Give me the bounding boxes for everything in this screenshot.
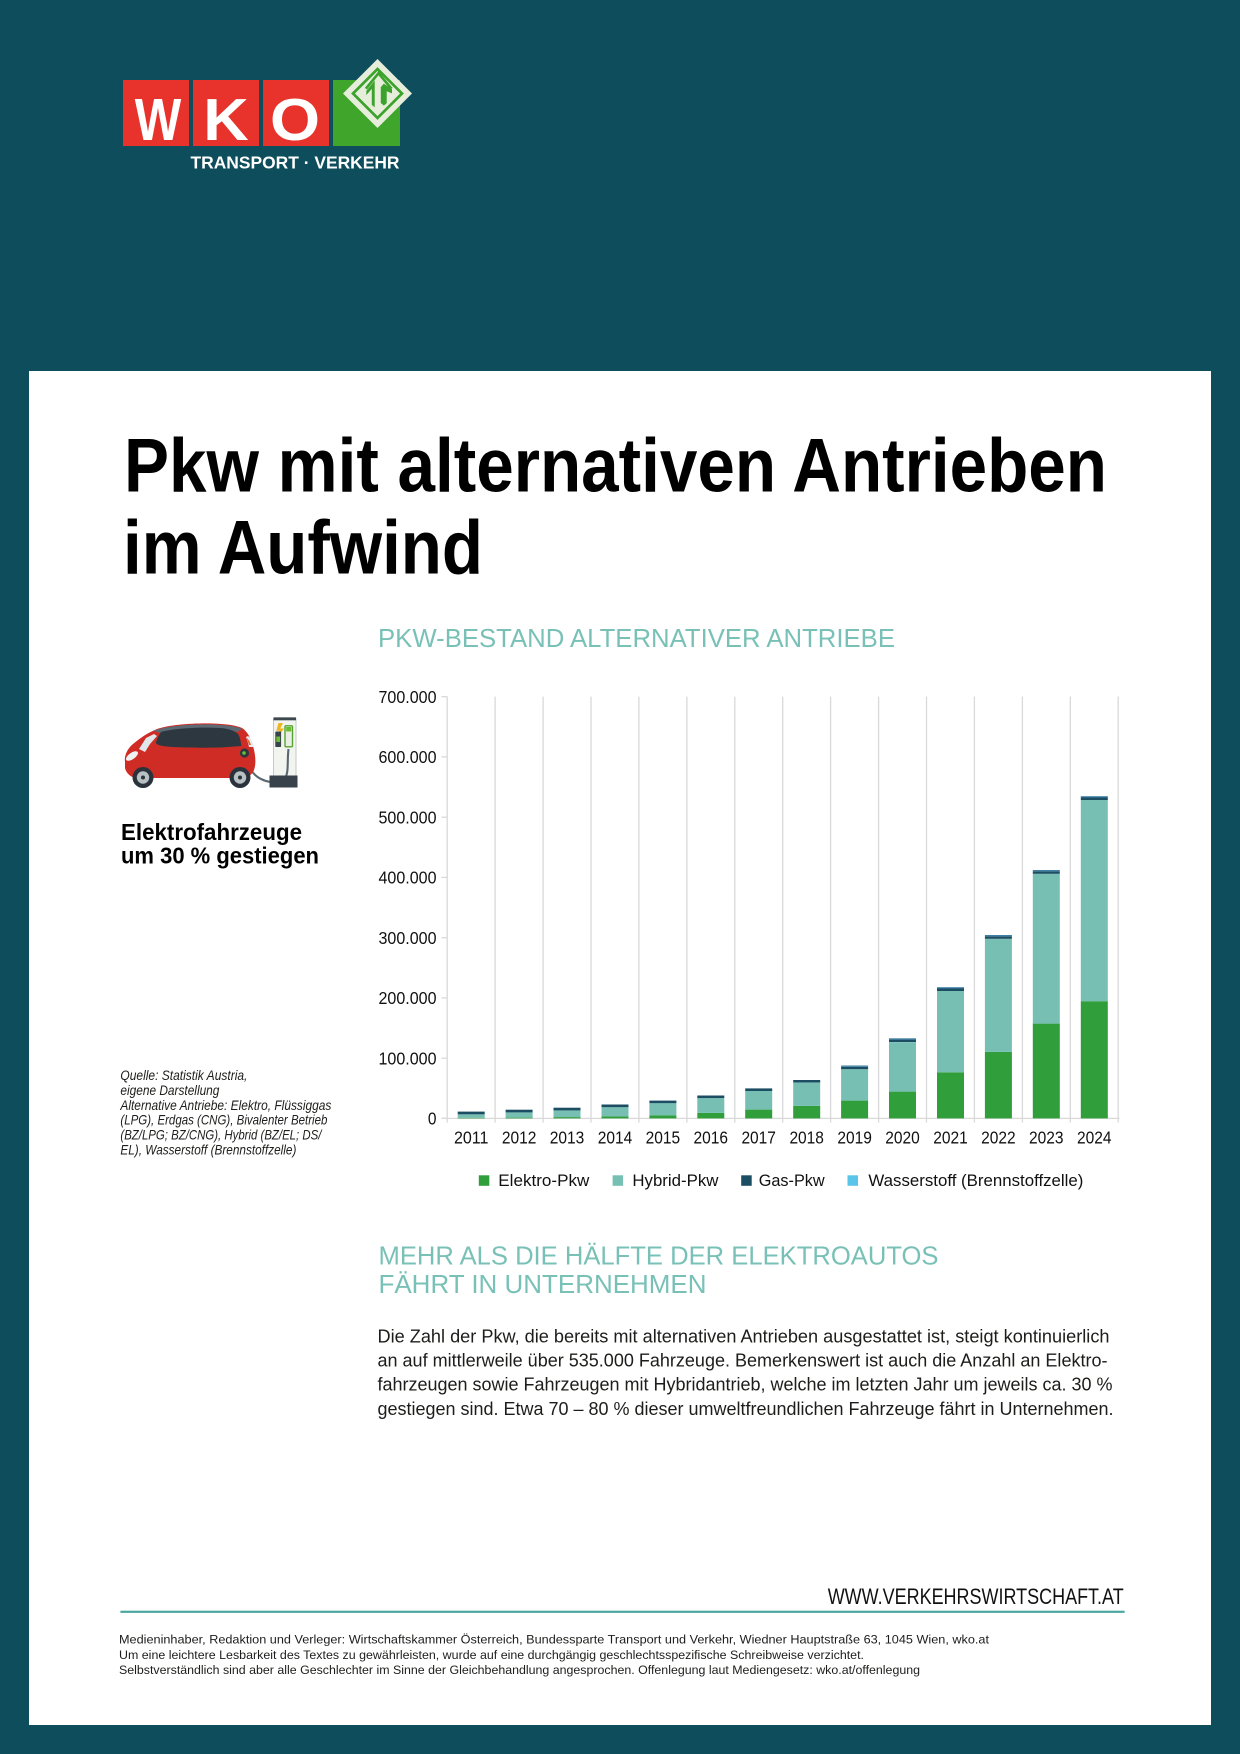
svg-text:(BZ/LPG; BZ/CNG), Hybrid (BZ/E: (BZ/LPG; BZ/CNG), Hybrid (BZ/EL; DS/ [120, 1128, 322, 1143]
svg-text:700.000: 700.000 [379, 687, 437, 707]
svg-text:EL), Wasserstoff (Brennstoffze: EL), Wasserstoff (Brennstoffzelle) [120, 1142, 296, 1157]
svg-text:TRANSPORT · VERKEHR: TRANSPORT · VERKEHR [191, 153, 400, 173]
svg-text:2024: 2024 [1077, 1128, 1112, 1148]
svg-text:W: W [135, 86, 182, 153]
svg-text:2013: 2013 [550, 1128, 585, 1148]
svg-text:eigene Darstellung: eigene Darstellung [120, 1083, 219, 1098]
svg-text:0: 0 [428, 1109, 437, 1129]
svg-text:Alternative Antriebe: Elektro,: Alternative Antriebe: Elektro, Flüssigga… [120, 1098, 332, 1113]
svg-text:2022: 2022 [981, 1128, 1016, 1148]
svg-text:100.000: 100.000 [379, 1048, 437, 1068]
svg-text:FÄHRT IN UNTERNEHMEN: FÄHRT IN UNTERNEHMEN [379, 1269, 707, 1299]
svg-text:300.000: 300.000 [379, 928, 437, 948]
svg-text:Elektrofahrzeuge: Elektrofahrzeuge [121, 819, 302, 845]
svg-text:PKW-BESTAND ALTERNATIVER ANTRI: PKW-BESTAND ALTERNATIVER ANTRIEBE [378, 623, 895, 653]
svg-text:Um eine leichtere Lesbarkeit d: Um eine leichtere Lesbarkeit des Textes … [119, 1648, 864, 1662]
svg-text:2016: 2016 [694, 1128, 729, 1148]
svg-text:2015: 2015 [646, 1128, 681, 1148]
svg-text:2017: 2017 [741, 1128, 776, 1148]
svg-text:Pkw mit alternativen Antrieben: Pkw mit alternativen Antrieben [124, 424, 1107, 509]
svg-text:an auf mittlerweile über 535.0: an auf mittlerweile über 535.000 Fahrzeu… [378, 1350, 1108, 1371]
svg-text:fahrzeugen sowie Fahrzeugen mi: fahrzeugen sowie Fahrzeugen mit Hybridan… [378, 1374, 1113, 1395]
svg-text:(LPG), Erdgas (CNG), Bivalente: (LPG), Erdgas (CNG), Bivalenter Betrieb [120, 1113, 327, 1128]
svg-text:Medieninhaber, Redaktion und V: Medieninhaber, Redaktion und Verleger: W… [119, 1633, 990, 1647]
svg-text:200.000: 200.000 [379, 988, 437, 1008]
svg-text:gestiegen sind. Etwa 70 – 80 %: gestiegen sind. Etwa 70 – 80 % dieser um… [378, 1398, 1114, 1419]
svg-text:Die Zahl der Pkw, die bereits: Die Zahl der Pkw, die bereits mit altern… [378, 1325, 1110, 1346]
svg-text:500.000: 500.000 [379, 807, 437, 827]
svg-text:600.000: 600.000 [379, 747, 437, 767]
svg-text:2019: 2019 [837, 1128, 872, 1148]
svg-text:um 30 % gestiegen: um 30 % gestiegen [121, 843, 319, 869]
svg-text:O: O [270, 86, 320, 153]
svg-text:Selbstverständlich sind aber a: Selbstverständlich sind aber alle Geschl… [119, 1663, 920, 1677]
svg-text:2021: 2021 [933, 1128, 968, 1148]
svg-text:MEHR ALS DIE HÄLFTE DER ELEKTR: MEHR ALS DIE HÄLFTE DER ELEKTROAUTOS [379, 1241, 939, 1271]
svg-text:Wasserstoff (Brennstoffzelle): Wasserstoff (Brennstoffzelle) [868, 1171, 1083, 1190]
svg-text:Quelle: Statistik Austria,: Quelle: Statistik Austria, [120, 1068, 247, 1083]
svg-text:im Aufwind: im Aufwind [123, 505, 483, 590]
svg-text:K: K [203, 86, 249, 153]
svg-text:2012: 2012 [502, 1128, 537, 1148]
svg-text:Hybrid-Pkw: Hybrid-Pkw [632, 1171, 719, 1190]
svg-text:400.000: 400.000 [379, 868, 437, 888]
svg-text:2023: 2023 [1029, 1128, 1064, 1148]
svg-text:WWW.VERKEHRSWIRTSCHAFT.AT: WWW.VERKEHRSWIRTSCHAFT.AT [828, 1584, 1124, 1609]
svg-text:Elektro-Pkw: Elektro-Pkw [498, 1171, 590, 1190]
svg-text:2011: 2011 [454, 1128, 489, 1148]
svg-text:2020: 2020 [885, 1128, 920, 1148]
svg-text:Gas-Pkw: Gas-Pkw [759, 1171, 826, 1190]
svg-text:2018: 2018 [789, 1128, 824, 1148]
svg-text:2014: 2014 [598, 1128, 633, 1148]
